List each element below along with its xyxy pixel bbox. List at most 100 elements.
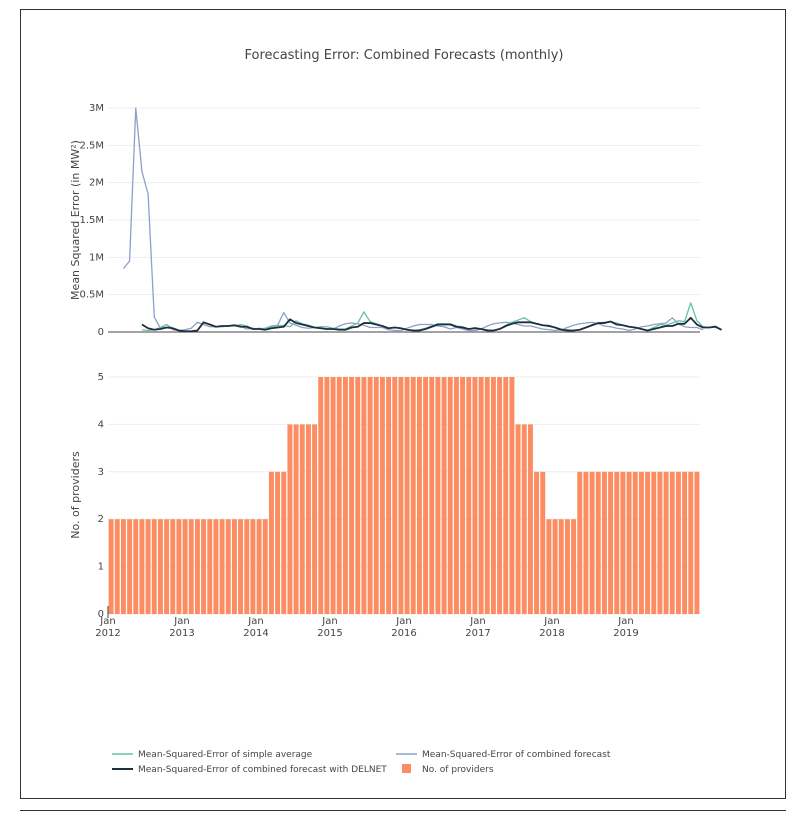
provider-bar	[645, 471, 651, 614]
provider-bar	[133, 519, 139, 614]
providers-y-tick-label: 3	[98, 467, 104, 478]
x-tick-month: Jan	[173, 616, 189, 627]
provider-bar	[281, 471, 287, 614]
provider-bar	[139, 519, 145, 614]
provider-bar	[429, 377, 435, 614]
provider-bar	[108, 519, 114, 614]
legend-label-delnet: Mean-Squared-Error of combined forecast …	[138, 765, 387, 775]
provider-bar	[453, 377, 459, 614]
provider-bar	[626, 471, 632, 614]
provider-bar	[268, 471, 274, 614]
provider-bar	[466, 377, 472, 614]
mse-y-tick-label: 0	[98, 327, 104, 338]
x-axis-ticks: Jan2012Jan2013Jan2014Jan2015Jan2016Jan20…	[95, 606, 639, 639]
provider-bar	[608, 471, 614, 614]
mse-y-tick-label: 1M	[89, 252, 104, 263]
providers-y-tick-label: 1	[98, 562, 104, 573]
provider-bar	[534, 471, 540, 614]
provider-bar	[114, 519, 120, 614]
provider-bar	[367, 377, 373, 614]
provider-bar	[145, 519, 151, 614]
provider-bar	[355, 377, 361, 614]
legend-label-simple-average: Mean-Squared-Error of simple average	[138, 750, 313, 760]
x-tick-month: Jan	[395, 616, 411, 627]
provider-bar	[250, 519, 256, 614]
x-tick-month: Jan	[99, 616, 115, 627]
provider-bar	[336, 377, 342, 614]
mse-y-tick-label: 2.5M	[79, 140, 104, 151]
providers-y-tick-label: 0	[98, 609, 104, 620]
provider-bar	[546, 519, 552, 614]
provider-bar	[447, 377, 453, 614]
provider-bar	[497, 377, 503, 614]
provider-bar	[293, 424, 299, 614]
provider-bar	[349, 377, 355, 614]
provider-bar	[478, 377, 484, 614]
providers-y-tick-label: 2	[98, 514, 104, 525]
provider-bar	[244, 519, 250, 614]
provider-bar	[188, 519, 194, 614]
provider-bar	[299, 424, 305, 614]
provider-bar	[416, 377, 422, 614]
x-tick-year: 2019	[613, 628, 638, 639]
provider-bar	[694, 471, 700, 614]
provider-bar	[127, 519, 133, 614]
provider-bar	[657, 471, 663, 614]
providers-grid	[108, 376, 700, 615]
provider-bar	[577, 471, 583, 614]
mse-y-tick-label: 3M	[89, 103, 104, 114]
provider-bar	[231, 519, 237, 614]
provider-bar	[305, 424, 311, 614]
mse-y-ticks: 0 0.5M 1M 1.5M 2M 2.5M 3M	[79, 103, 104, 338]
provider-bar	[638, 471, 644, 614]
provider-bar	[472, 377, 478, 614]
provider-bar	[441, 377, 447, 614]
provider-bar	[324, 377, 330, 614]
provider-bar	[312, 424, 318, 614]
provider-bar	[151, 519, 157, 614]
provider-bar	[170, 519, 176, 614]
provider-bar	[663, 471, 669, 614]
provider-bar	[435, 377, 441, 614]
bottom-divider	[20, 810, 786, 811]
x-tick-month: Jan	[543, 616, 559, 627]
provider-bar	[392, 377, 398, 614]
x-tick-year: 2018	[539, 628, 564, 639]
provider-bar	[503, 377, 509, 614]
mse-series-line	[122, 107, 704, 332]
x-tick-year: 2014	[243, 628, 268, 639]
provider-bar	[373, 377, 379, 614]
provider-bar	[571, 519, 577, 614]
provider-bar	[521, 424, 527, 614]
providers-y-tick-label: 4	[98, 419, 104, 430]
x-tick-year: 2016	[391, 628, 416, 639]
provider-bar	[410, 377, 416, 614]
providers-y-ticks: 0 1 2 3 4 5	[98, 372, 104, 620]
provider-bar	[275, 471, 281, 614]
provider-bar	[490, 377, 496, 614]
chart-title: Forecasting Error: Combined Forecasts (m…	[245, 48, 564, 63]
provider-bar	[330, 377, 336, 614]
mse-grid	[108, 107, 700, 333]
provider-bar	[342, 377, 348, 614]
provider-bar	[157, 519, 163, 614]
x-tick-month: Jan	[321, 616, 337, 627]
provider-bar	[176, 519, 182, 614]
provider-bar	[379, 377, 385, 614]
provider-bar	[620, 471, 626, 614]
provider-bar	[182, 519, 188, 614]
provider-bar	[404, 377, 410, 614]
provider-bar	[675, 471, 681, 614]
provider-bar	[213, 519, 219, 614]
provider-bar	[484, 377, 490, 614]
provider-bar	[632, 471, 638, 614]
x-tick-month: Jan	[247, 616, 263, 627]
y-axis-title-providers: No. of providers	[69, 451, 82, 539]
legend-label-providers: No. of providers	[422, 765, 494, 775]
provider-bar	[423, 377, 429, 614]
provider-bar	[361, 377, 367, 614]
provider-bar	[256, 519, 262, 614]
provider-bar	[651, 471, 657, 614]
providers-y-tick-label: 5	[98, 372, 104, 383]
